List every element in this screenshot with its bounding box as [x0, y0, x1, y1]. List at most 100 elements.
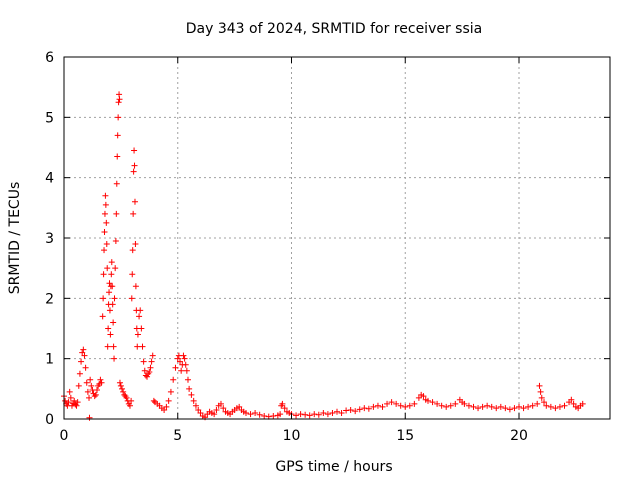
data-point	[114, 132, 121, 139]
data-point	[425, 397, 431, 404]
data-point	[370, 403, 377, 410]
data-point	[100, 271, 107, 278]
chart-title: Day 343 of 2024, SRMTID for receiver ssi…	[186, 21, 482, 37]
data-point	[536, 382, 543, 389]
data-point	[138, 325, 145, 332]
data-point	[356, 406, 363, 413]
data-point	[92, 391, 99, 398]
data-point	[420, 393, 427, 400]
data-point	[111, 355, 118, 362]
data-point	[97, 376, 104, 383]
data-point	[511, 405, 518, 412]
data-point	[470, 403, 477, 410]
x-tick-label: 0	[60, 428, 69, 444]
data-point	[71, 397, 78, 404]
data-point	[98, 379, 105, 386]
data-points	[61, 91, 586, 421]
data-point	[379, 403, 386, 410]
data-point	[113, 180, 120, 187]
data-point	[411, 400, 418, 407]
y-axis-label: SRMTID / TECUs	[7, 182, 23, 295]
data-point	[108, 259, 115, 266]
data-point	[120, 388, 127, 395]
data-point	[66, 388, 73, 395]
data-point	[475, 405, 482, 412]
data-point	[352, 408, 359, 415]
data-point	[149, 352, 156, 359]
data-point	[82, 364, 89, 371]
data-point	[105, 325, 112, 332]
data-point	[434, 400, 441, 407]
data-point	[561, 402, 568, 409]
data-point	[110, 343, 117, 350]
data-point	[543, 402, 550, 409]
data-point	[99, 313, 106, 320]
data-point	[65, 399, 72, 406]
data-point	[177, 358, 184, 365]
data-point	[502, 405, 509, 412]
data-point	[74, 399, 81, 406]
data-point	[83, 379, 90, 386]
data-point	[452, 400, 459, 407]
data-point	[315, 411, 322, 418]
data-point	[579, 400, 586, 407]
data-point	[172, 364, 179, 371]
data-point	[443, 403, 450, 410]
data-point	[497, 403, 504, 410]
data-point	[180, 352, 187, 359]
data-point	[320, 409, 327, 416]
data-point	[343, 407, 350, 414]
data-point	[144, 373, 151, 380]
data-point	[188, 391, 195, 398]
data-point	[338, 409, 345, 416]
data-point	[146, 368, 153, 375]
data-point	[132, 241, 139, 248]
data-point	[397, 402, 404, 409]
data-point	[520, 405, 527, 412]
data-point	[130, 168, 137, 175]
data-point	[484, 402, 491, 409]
data-point	[324, 411, 331, 418]
data-point	[103, 241, 110, 248]
data-point	[104, 265, 111, 272]
data-point	[129, 247, 136, 254]
data-point	[192, 402, 199, 409]
data-point	[461, 400, 468, 407]
data-point	[279, 400, 286, 407]
data-point	[197, 409, 204, 416]
data-point	[106, 307, 113, 314]
y-tick-label: 4	[45, 171, 54, 187]
data-point	[347, 406, 354, 413]
data-point	[183, 367, 190, 374]
x-tick-label: 15	[396, 428, 414, 444]
x-tick-label: 20	[510, 428, 528, 444]
data-point	[84, 388, 91, 395]
data-point	[447, 402, 454, 409]
data-point	[178, 367, 185, 374]
data-point	[534, 400, 541, 407]
data-point	[91, 393, 98, 400]
data-point	[541, 399, 548, 406]
data-point	[131, 147, 138, 154]
data-point	[220, 405, 227, 412]
data-point	[388, 399, 395, 406]
data-point	[126, 402, 133, 409]
data-point	[141, 367, 148, 374]
data-point	[116, 96, 123, 103]
data-point	[374, 402, 381, 409]
data-point	[270, 412, 277, 419]
data-point	[306, 412, 313, 419]
data-point	[506, 406, 513, 413]
data-point	[429, 399, 436, 406]
data-point	[181, 355, 188, 362]
data-point	[107, 331, 114, 338]
data-point	[150, 397, 157, 404]
data-point	[134, 343, 141, 350]
data-point	[117, 382, 124, 389]
data-point	[247, 411, 254, 418]
data-point	[109, 283, 116, 290]
data-point	[334, 408, 340, 415]
data-point	[128, 397, 135, 404]
data-point	[568, 396, 575, 403]
